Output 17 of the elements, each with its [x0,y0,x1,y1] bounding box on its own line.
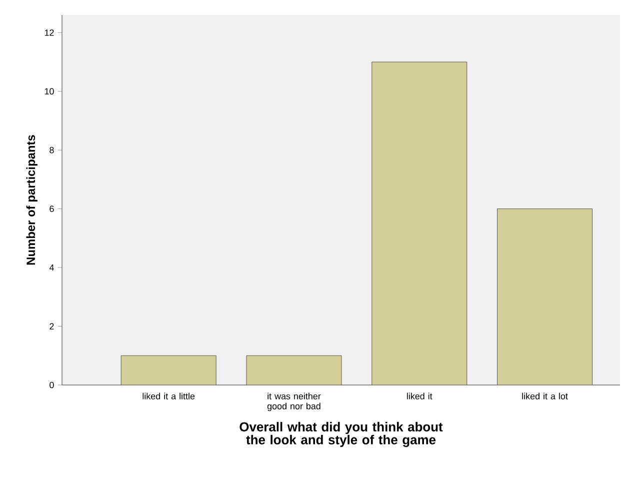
x-axis-title: Overall what did you think about the look and style of the game [240,422,443,448]
x-tick-label: liked it a lot [522,392,568,400]
y-tick-label: 8 [50,146,54,154]
y-tick-label: 2 [50,323,54,330]
y-tick-label: 4 [49,264,54,271]
bar [246,355,342,385]
bar [120,355,216,385]
y-tick-label: 0 [50,382,54,388]
y-tick-label: 12 [44,29,54,36]
x-tick-label: it was neither good nor bad [267,392,321,412]
bar [372,62,468,385]
x-tick-label: liked it [407,392,432,400]
y-axis-title: Number of participants [26,135,38,265]
bar [497,208,592,385]
y-tick-label: 10 [44,88,54,95]
x-tick-label: liked it a little [142,392,195,400]
y-tick-label: 6 [50,206,54,212]
